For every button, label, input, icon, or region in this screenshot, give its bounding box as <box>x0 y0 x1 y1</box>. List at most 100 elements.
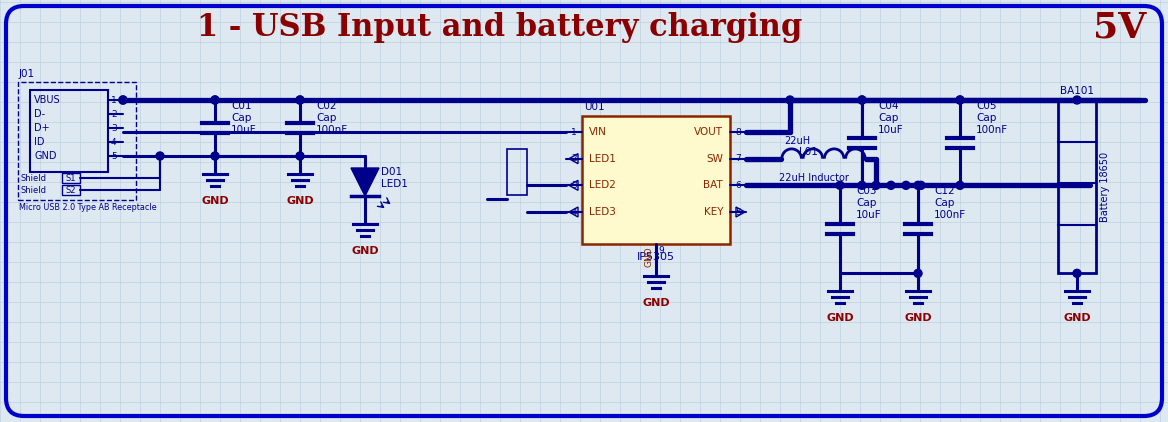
Text: 5: 5 <box>735 208 741 216</box>
Circle shape <box>915 181 922 189</box>
Circle shape <box>858 96 865 104</box>
Bar <box>507 149 527 195</box>
Text: Cap: Cap <box>317 113 336 123</box>
Text: GND: GND <box>201 196 229 206</box>
Text: 10uF: 10uF <box>231 125 257 135</box>
Text: 1 - USB Input and battery charging: 1 - USB Input and battery charging <box>197 11 802 43</box>
Text: D01: D01 <box>381 167 402 177</box>
Text: VIN: VIN <box>589 127 607 137</box>
Bar <box>30 90 107 172</box>
Text: GND: GND <box>642 298 669 308</box>
Text: 1: 1 <box>571 127 577 136</box>
Bar <box>582 116 730 244</box>
Text: Battery 18650: Battery 18650 <box>1100 151 1110 222</box>
Text: 8: 8 <box>735 127 741 136</box>
Text: Cap: Cap <box>231 113 251 123</box>
Text: GND: GND <box>826 313 854 323</box>
Text: ID: ID <box>34 137 44 147</box>
Text: U01: U01 <box>584 102 605 112</box>
Text: C05: C05 <box>976 101 996 111</box>
Text: BAT: BAT <box>703 180 723 190</box>
Text: 1: 1 <box>111 95 117 105</box>
Bar <box>18 82 135 200</box>
Text: Cap: Cap <box>878 113 898 123</box>
Text: C01: C01 <box>231 101 251 111</box>
Text: 5V: 5V <box>1093 10 1147 44</box>
Text: LED1: LED1 <box>381 179 408 189</box>
Text: 10uF: 10uF <box>856 210 882 220</box>
Text: SW: SW <box>707 154 723 164</box>
Text: Shield: Shield <box>20 186 46 195</box>
Text: IP5305: IP5305 <box>637 252 675 262</box>
Text: C03: C03 <box>856 187 876 196</box>
Text: D-: D- <box>34 109 46 119</box>
Text: GND: GND <box>286 196 314 206</box>
Text: 9: 9 <box>658 246 663 255</box>
Text: 5: 5 <box>111 151 117 160</box>
Text: Cap: Cap <box>934 198 954 208</box>
Text: KEY: KEY <box>703 207 723 217</box>
Text: C02: C02 <box>317 101 336 111</box>
Bar <box>62 173 79 183</box>
Circle shape <box>858 181 865 189</box>
Text: Micro USB 2.0 Type AB Receptacle: Micro USB 2.0 Type AB Receptacle <box>19 203 157 212</box>
Circle shape <box>902 181 910 189</box>
Circle shape <box>296 96 304 104</box>
Text: 7: 7 <box>735 154 741 163</box>
Text: S1: S1 <box>65 173 76 182</box>
Text: C04: C04 <box>878 101 898 111</box>
Circle shape <box>887 181 895 189</box>
Text: GND: GND <box>644 246 653 267</box>
Text: D+: D+ <box>34 123 49 133</box>
Text: C12: C12 <box>934 187 954 196</box>
Text: L01: L01 <box>799 147 818 157</box>
Circle shape <box>955 96 964 104</box>
Text: BA101: BA101 <box>1061 86 1094 96</box>
Bar <box>62 185 79 195</box>
Text: 10uF: 10uF <box>878 125 904 135</box>
Text: 22uH Inductor: 22uH Inductor <box>779 173 849 183</box>
Text: 6: 6 <box>735 181 741 190</box>
Bar <box>1058 100 1096 273</box>
Text: LED1: LED1 <box>589 154 616 164</box>
Circle shape <box>955 96 964 104</box>
Text: Shield: Shield <box>20 173 46 182</box>
Circle shape <box>836 181 844 189</box>
Circle shape <box>119 96 127 104</box>
Text: VOUT: VOUT <box>694 127 723 137</box>
Text: 3: 3 <box>571 181 577 190</box>
Circle shape <box>157 152 164 160</box>
Circle shape <box>858 96 865 104</box>
Text: 4: 4 <box>571 208 577 216</box>
Text: Cap: Cap <box>856 198 876 208</box>
Circle shape <box>296 152 304 160</box>
Circle shape <box>296 96 304 104</box>
Text: J01: J01 <box>19 69 35 79</box>
Circle shape <box>872 181 880 189</box>
Circle shape <box>915 269 922 277</box>
Polygon shape <box>352 168 378 196</box>
Text: 2: 2 <box>111 109 117 119</box>
Circle shape <box>1073 96 1082 104</box>
Text: 100nF: 100nF <box>934 210 966 220</box>
Text: 100nF: 100nF <box>976 125 1008 135</box>
Text: 3: 3 <box>111 124 117 133</box>
Circle shape <box>211 96 220 104</box>
Text: 4: 4 <box>111 138 117 146</box>
Text: GND: GND <box>352 246 378 256</box>
Circle shape <box>211 152 220 160</box>
Text: GND: GND <box>34 151 56 161</box>
Text: VBUS: VBUS <box>34 95 61 105</box>
Text: GND: GND <box>1063 313 1091 323</box>
Text: S2: S2 <box>65 186 76 195</box>
Circle shape <box>1073 269 1082 277</box>
Circle shape <box>955 181 964 189</box>
Text: GND: GND <box>904 313 932 323</box>
Text: 2: 2 <box>571 154 577 163</box>
Circle shape <box>119 96 127 104</box>
Text: Cap: Cap <box>976 113 996 123</box>
Circle shape <box>917 181 925 189</box>
Text: 100nF: 100nF <box>317 125 348 135</box>
Text: 22uH: 22uH <box>784 135 811 146</box>
Circle shape <box>211 96 220 104</box>
